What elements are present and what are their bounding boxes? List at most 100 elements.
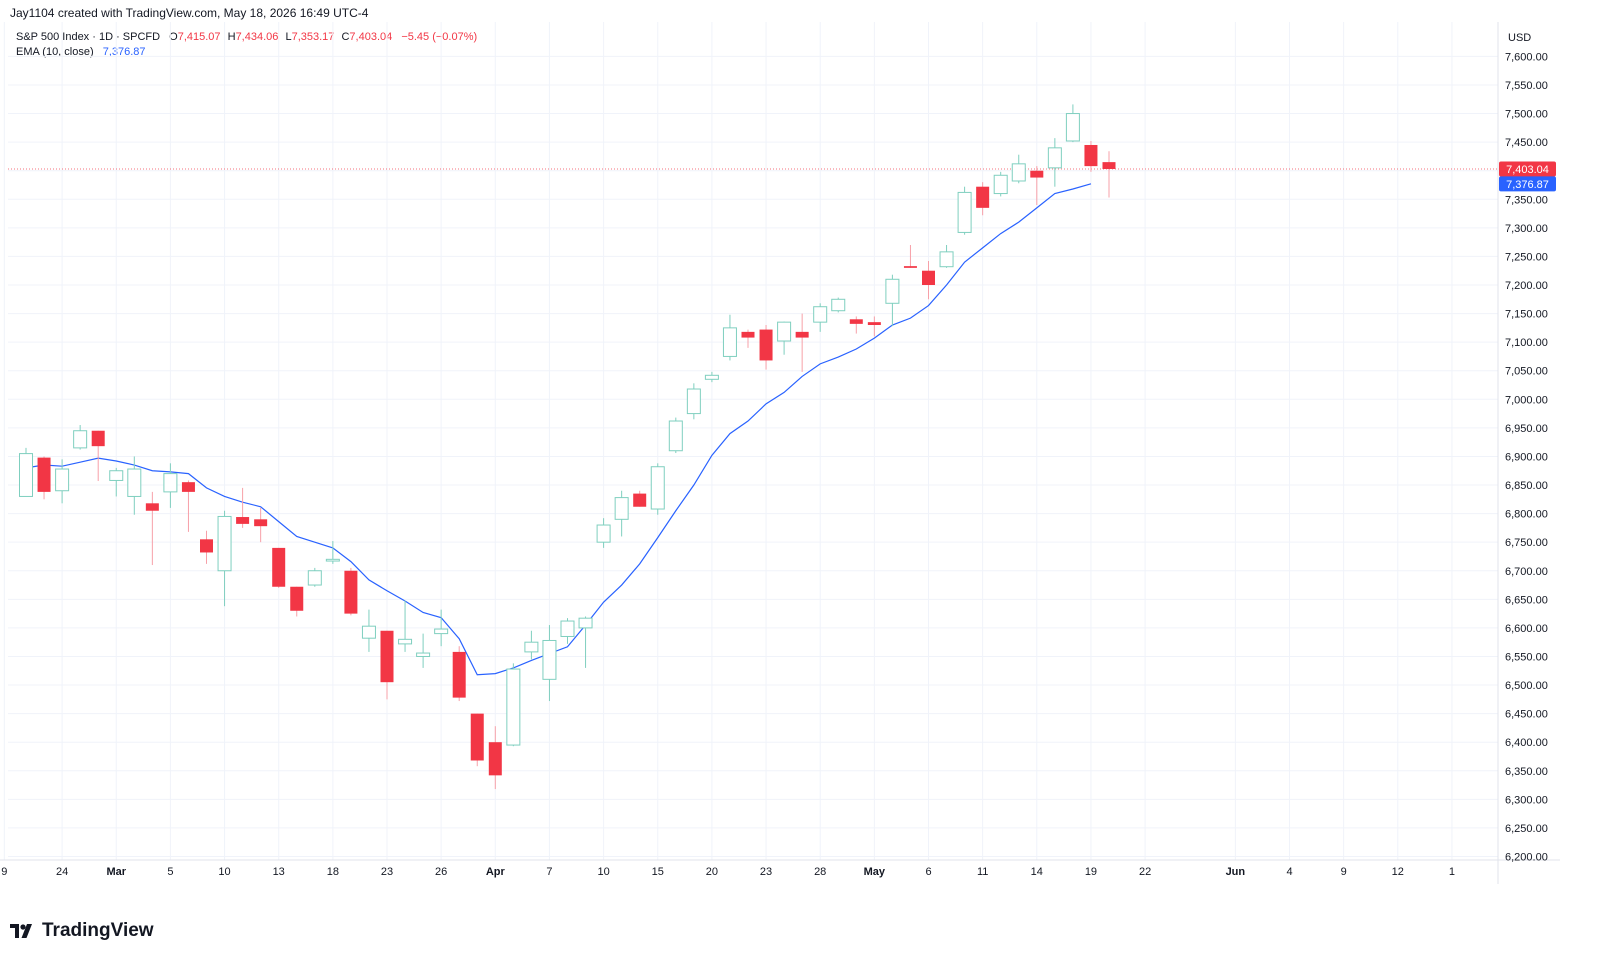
- time-tick-label: 14: [1031, 866, 1043, 878]
- candle-up: [217, 510, 232, 607]
- time-tick-label: 26: [435, 866, 447, 878]
- candle-body: [307, 570, 322, 586]
- ema-row: EMA (10, close) 7,376.87: [16, 45, 477, 60]
- candle-body: [127, 468, 142, 497]
- candle-body: [795, 331, 809, 338]
- candle-body: [325, 558, 340, 562]
- price-tick-label: 7,000.00: [1505, 394, 1548, 406]
- candle-body: [398, 638, 413, 645]
- low-value: 7,353.17: [291, 31, 335, 43]
- candle-up: [668, 417, 683, 454]
- time-tick-label: Apr: [486, 866, 506, 878]
- candle-body: [217, 515, 232, 572]
- candle-up: [398, 600, 413, 652]
- candle-down: [849, 316, 863, 334]
- candle-body: [416, 652, 431, 657]
- time-tick-label: 24: [56, 866, 68, 878]
- candle-body: [506, 668, 521, 746]
- tradingview-brand[interactable]: TradingView: [10, 920, 154, 942]
- high-value: 7,434.06: [235, 31, 279, 43]
- created-by-caption: Jay1104 created with TradingView.com, Ma…: [10, 6, 369, 20]
- candle-up: [1047, 138, 1062, 187]
- last-price-tag: 7,403.04: [1506, 164, 1549, 176]
- time-tick-label: 13: [273, 866, 285, 878]
- price-tick-label: 6,350.00: [1505, 766, 1548, 778]
- candle-down: [867, 316, 881, 337]
- candle-body: [55, 468, 70, 492]
- candle-down: [254, 507, 268, 543]
- price-tick-label: 6,850.00: [1505, 480, 1548, 492]
- candle-down: [741, 329, 755, 348]
- time-tick-label: Mar: [106, 866, 126, 878]
- candle-down: [236, 487, 250, 528]
- candle-body: [849, 319, 863, 324]
- time-axis: 9 24 Mar 5 10 13 18 23 26 Apr 7 10 15 20 23 28 May 6 11 14 1…: [1, 866, 1455, 878]
- candle-up: [650, 463, 665, 515]
- candle-body: [145, 503, 159, 511]
- symbol-label[interactable]: S&P 500 Index · 1D · SPCFD: [16, 31, 161, 43]
- ema-label[interactable]: EMA (10, close): [16, 46, 94, 58]
- candle-down: [181, 480, 195, 532]
- candle-up: [560, 618, 575, 644]
- price-tick-label: 6,750.00: [1505, 537, 1548, 549]
- time-tick-label: 23: [760, 866, 772, 878]
- candle-up: [127, 456, 142, 515]
- candle-body: [163, 473, 178, 493]
- candle-body: [578, 617, 593, 629]
- candle-body: [686, 388, 701, 415]
- candle-body: [759, 329, 773, 361]
- candle-body: [668, 420, 683, 452]
- time-tick-label: Jun: [1226, 866, 1246, 878]
- time-tick-label: 18: [327, 866, 339, 878]
- time-tick-label: 10: [218, 866, 230, 878]
- close-label: C: [341, 31, 350, 43]
- candle-up: [542, 625, 557, 702]
- candle-up: [524, 630, 539, 660]
- candle-body: [254, 519, 268, 527]
- candle-body: [777, 321, 792, 342]
- candle-body: [524, 641, 539, 653]
- candle-down: [922, 260, 935, 300]
- price-tick-label: 7,200.00: [1505, 280, 1548, 292]
- candle-body: [109, 470, 124, 481]
- candle-down: [488, 726, 502, 790]
- open-value: 7,415.07: [177, 31, 221, 43]
- candle-body: [290, 586, 304, 611]
- candle-up: [73, 425, 88, 450]
- time-tick-label: 1: [1449, 866, 1455, 878]
- time-tick-label: 22: [1139, 866, 1151, 878]
- price-tick-label: 6,450.00: [1505, 709, 1548, 721]
- candle-up: [722, 314, 737, 361]
- grid-lines: [3, 22, 1498, 860]
- change-value: −5.45 (−0.07%): [401, 31, 478, 43]
- time-tick-label: 9: [1341, 866, 1347, 878]
- candle-down: [452, 646, 466, 702]
- candle-down: [145, 491, 159, 566]
- candle-up: [704, 371, 719, 383]
- candle-up: [19, 447, 33, 497]
- price-tick-label: 7,500.00: [1505, 109, 1548, 121]
- candle-body: [181, 482, 195, 492]
- candle-body: [993, 174, 1008, 195]
- candle-down: [1030, 166, 1044, 205]
- candle-body: [1065, 113, 1080, 142]
- candle-up: [1065, 104, 1080, 143]
- time-tick-label: 15: [652, 866, 664, 878]
- candle-down: [759, 325, 773, 370]
- candle-up: [361, 609, 376, 652]
- candle-up: [596, 518, 611, 548]
- candle-up: [506, 663, 521, 747]
- candle-body: [1030, 170, 1044, 178]
- candle-up: [163, 463, 178, 508]
- candle-body: [596, 524, 611, 543]
- price-tick-label: 6,700.00: [1505, 566, 1548, 578]
- time-tick-label: 6: [925, 866, 931, 878]
- time-tick-label: 19: [1085, 866, 1097, 878]
- candle-body: [704, 374, 719, 380]
- price-tick-label: 7,250.00: [1505, 251, 1548, 263]
- candle-down: [903, 244, 917, 268]
- time-tick-label: 23: [381, 866, 393, 878]
- candle-body: [614, 497, 629, 520]
- ema-price-tag-bg: [1499, 176, 1556, 192]
